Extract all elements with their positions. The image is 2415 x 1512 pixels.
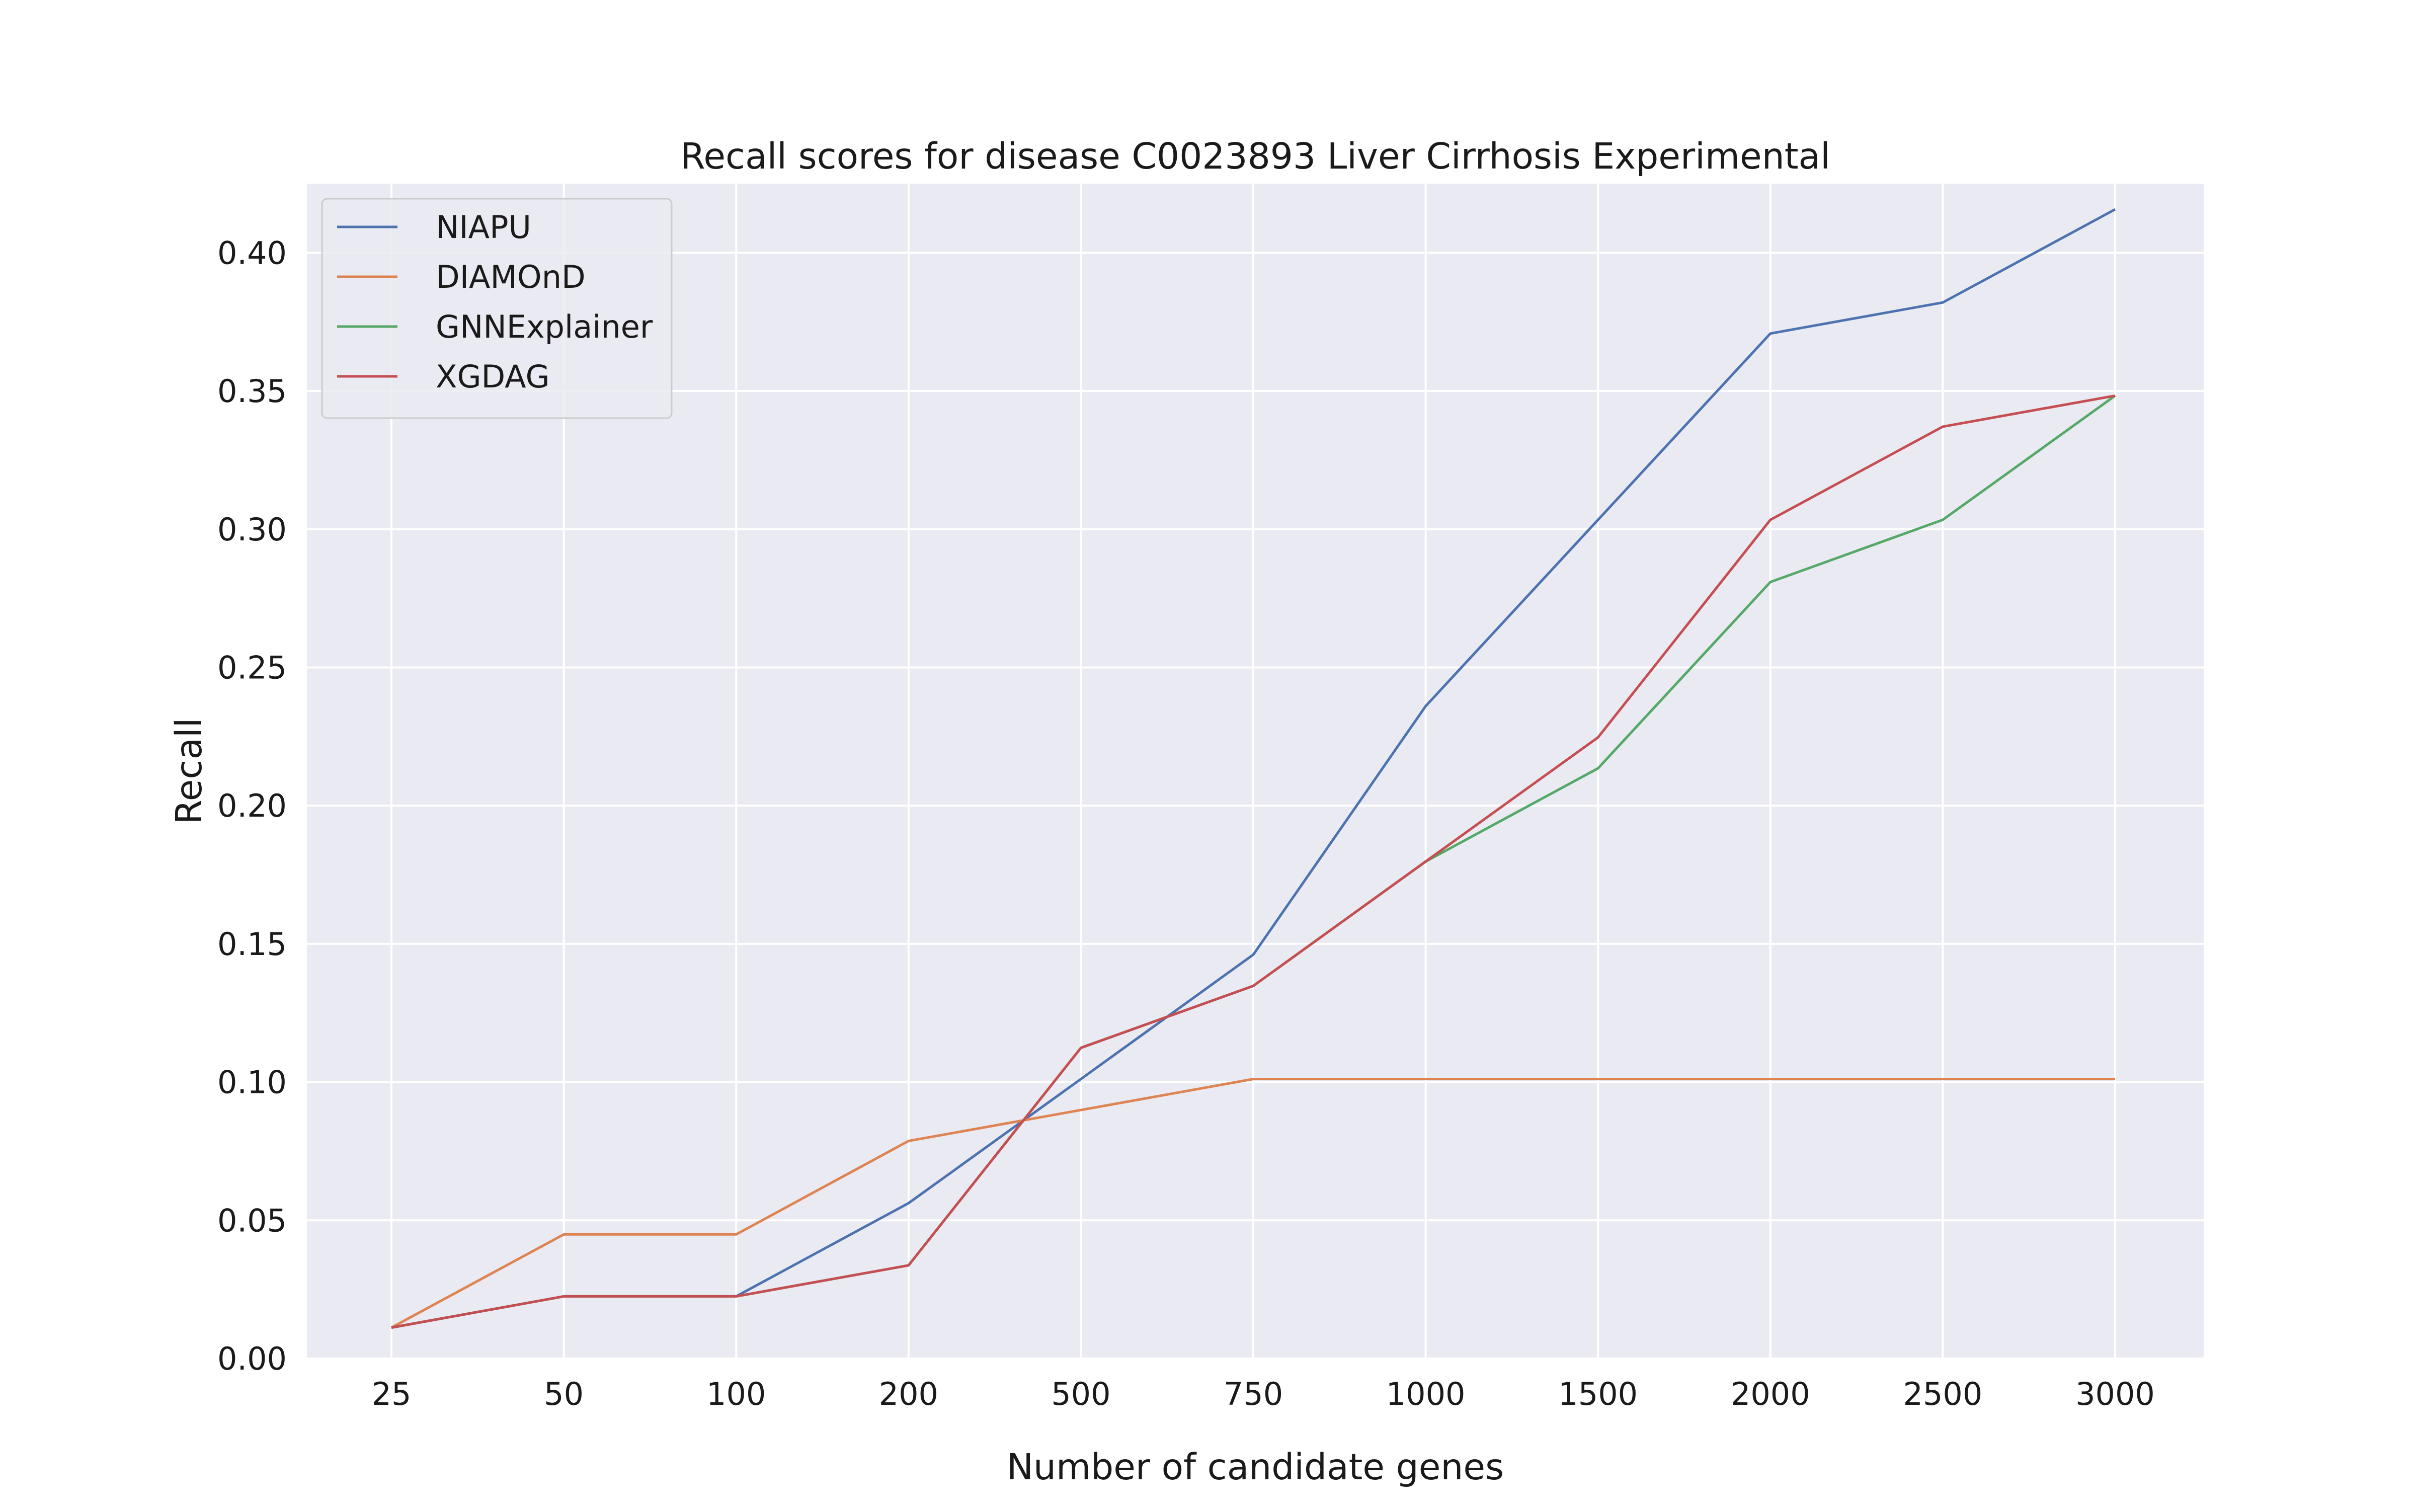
legend-label: NIAPU: [436, 209, 531, 246]
y-tick-labels: 0.00 0.05 0.10 0.15 0.20 0.25 0.30 0.35 0.40: [217, 234, 287, 1377]
x-tick-label: 3000: [2075, 1376, 2155, 1412]
x-tick-label: 2000: [1731, 1376, 1810, 1412]
y-tick-label: 0.40: [217, 234, 287, 271]
y-tick-label: 0.20: [217, 787, 287, 824]
y-tick-label: 0.35: [217, 373, 287, 410]
x-tick-label: 2500: [1903, 1376, 1983, 1412]
legend: NIAPU DIAMOnD GNNExplainer XGDAG: [321, 198, 673, 419]
x-tick-labels: 25 50 100 200 500 750 1000 1500 2000 2500 3000: [372, 1376, 2155, 1412]
x-tick-label: 50: [544, 1376, 584, 1412]
legend-box: [321, 198, 673, 419]
x-tick-label: 1000: [1386, 1376, 1466, 1412]
y-tick-label: 0.25: [217, 649, 287, 686]
x-tick-label: 750: [1224, 1376, 1283, 1412]
y-tick-label: 0.15: [217, 926, 287, 963]
x-tick-label: 1500: [1558, 1376, 1638, 1412]
x-tick-label: 25: [372, 1376, 412, 1412]
series-line-diamond: [390, 1078, 2115, 1329]
y-tick-label: 0.00: [217, 1340, 287, 1377]
y-tick-label: 0.10: [217, 1064, 287, 1101]
y-tick-label: 0.30: [217, 511, 287, 548]
y-tick-label: 0.05: [217, 1202, 287, 1239]
x-tick-label: 200: [879, 1376, 938, 1412]
y-axis-label: Recall: [168, 718, 210, 825]
x-tick-label: 500: [1051, 1376, 1110, 1412]
x-gridlines: [390, 184, 2116, 1359]
series-line-xgdag: [391, 394, 2116, 1329]
series-lines: [390, 208, 2116, 1329]
legend-label: DIAMOnD: [436, 259, 586, 295]
legend-label: GNNExplainer: [436, 308, 653, 345]
chart-title: Recall scores for disease C0023893 Liver…: [680, 135, 1830, 177]
x-axis-label: Number of candidate genes: [1007, 1446, 1504, 1488]
x-tick-label: 100: [706, 1376, 766, 1412]
legend-label: XGDAG: [436, 358, 550, 395]
